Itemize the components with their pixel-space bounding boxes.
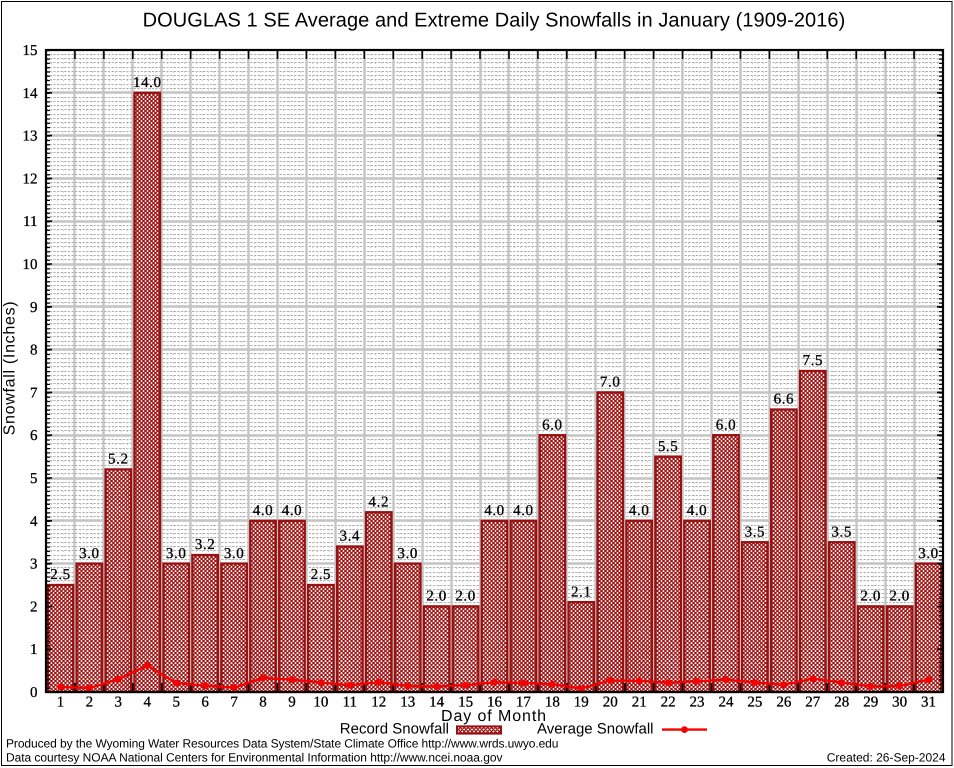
svg-text:3.0: 3.0 [166,546,187,562]
svg-text:30: 30 [892,695,907,711]
svg-text:13: 13 [400,695,415,711]
svg-text:2: 2 [30,599,38,615]
svg-text:5.2: 5.2 [108,452,129,468]
svg-text:10: 10 [23,257,38,273]
svg-text:3: 3 [115,695,123,711]
svg-text:3.5: 3.5 [831,524,852,540]
svg-text:0: 0 [30,685,38,701]
svg-text:2.5: 2.5 [50,567,71,583]
svg-text:2.0: 2.0 [426,589,447,605]
svg-text:2: 2 [86,695,94,711]
svg-text:4.2: 4.2 [369,494,390,510]
svg-text:16: 16 [487,695,503,711]
svg-text:22: 22 [661,695,676,711]
svg-text:7.0: 7.0 [600,375,621,391]
svg-text:3.0: 3.0 [79,546,100,562]
svg-text:31: 31 [921,695,936,711]
svg-text:Day of Month: Day of Month [441,708,547,725]
svg-text:6.0: 6.0 [716,417,737,433]
svg-text:3.0: 3.0 [224,546,245,562]
svg-text:8: 8 [30,343,38,359]
svg-text:29: 29 [863,695,878,711]
svg-text:2.1: 2.1 [571,584,592,600]
svg-text:11: 11 [23,214,37,230]
svg-text:3.2: 3.2 [195,537,216,553]
svg-text:18: 18 [545,695,560,711]
svg-text:5: 5 [30,471,38,487]
svg-text:6: 6 [30,428,38,444]
svg-text:6: 6 [201,695,209,711]
svg-text:21: 21 [632,695,647,711]
svg-text:24: 24 [719,695,735,711]
svg-text:14: 14 [429,695,445,711]
svg-text:15: 15 [23,43,38,59]
svg-text:25: 25 [747,695,762,711]
svg-text:Data courtesy NOAA National Ce: Data courtesy NOAA National Centers for … [6,751,502,765]
svg-text:6.6: 6.6 [774,392,795,408]
svg-text:3.4: 3.4 [340,529,361,545]
svg-text:7.5: 7.5 [803,353,824,369]
svg-text:26: 26 [776,695,792,711]
svg-text:28: 28 [834,695,849,711]
svg-text:5: 5 [172,695,180,711]
svg-text:Average Snowfall: Average Snowfall [537,721,653,738]
svg-text:7: 7 [230,695,238,711]
svg-text:3.5: 3.5 [745,524,766,540]
svg-text:2.0: 2.0 [889,589,910,605]
svg-text:6.0: 6.0 [542,417,563,433]
svg-text:1: 1 [57,695,65,711]
svg-text:2.0: 2.0 [860,589,881,605]
svg-text:Record Snowfall: Record Snowfall [340,721,449,738]
svg-text:Produced by the Wyoming Water: Produced by the Wyoming Water Resources … [6,737,558,751]
svg-text:12: 12 [371,695,386,711]
svg-text:4.0: 4.0 [282,503,303,519]
svg-text:Snowfall (Inches): Snowfall (Inches) [2,301,19,436]
svg-text:1: 1 [30,642,38,658]
svg-text:4.0: 4.0 [629,503,650,519]
svg-text:27: 27 [805,695,821,711]
svg-text:9: 9 [288,695,296,711]
svg-text:14: 14 [23,86,39,102]
svg-text:4.0: 4.0 [687,503,708,519]
svg-text:15: 15 [458,695,473,711]
svg-text:2.0: 2.0 [455,589,476,605]
svg-text:2.5: 2.5 [311,567,332,583]
svg-text:3.0: 3.0 [397,546,418,562]
svg-text:8: 8 [259,695,267,711]
svg-text:Created: 26-Sep-2024: Created: 26-Sep-2024 [827,751,946,765]
svg-text:13: 13 [23,129,38,145]
svg-text:11: 11 [343,695,357,711]
svg-text:4.0: 4.0 [484,503,505,519]
svg-text:10: 10 [313,695,328,711]
svg-text:5.5: 5.5 [658,439,679,455]
svg-text:14.0: 14.0 [133,75,162,91]
svg-text:3.0: 3.0 [918,546,939,562]
svg-text:4.0: 4.0 [253,503,274,519]
svg-text:7: 7 [30,385,38,401]
svg-text:3: 3 [30,557,38,573]
svg-text:12: 12 [23,171,38,187]
svg-text:4.0: 4.0 [513,503,534,519]
svg-text:4: 4 [30,514,38,530]
svg-text:4: 4 [144,695,152,711]
svg-text:23: 23 [690,695,705,711]
svg-text:20: 20 [603,695,618,711]
svg-text:19: 19 [574,695,589,711]
svg-text:DOUGLAS 1 SE Average and Extre: DOUGLAS 1 SE Average and Extreme Daily S… [143,10,846,32]
svg-text:9: 9 [30,300,38,316]
svg-text:17: 17 [516,695,532,711]
